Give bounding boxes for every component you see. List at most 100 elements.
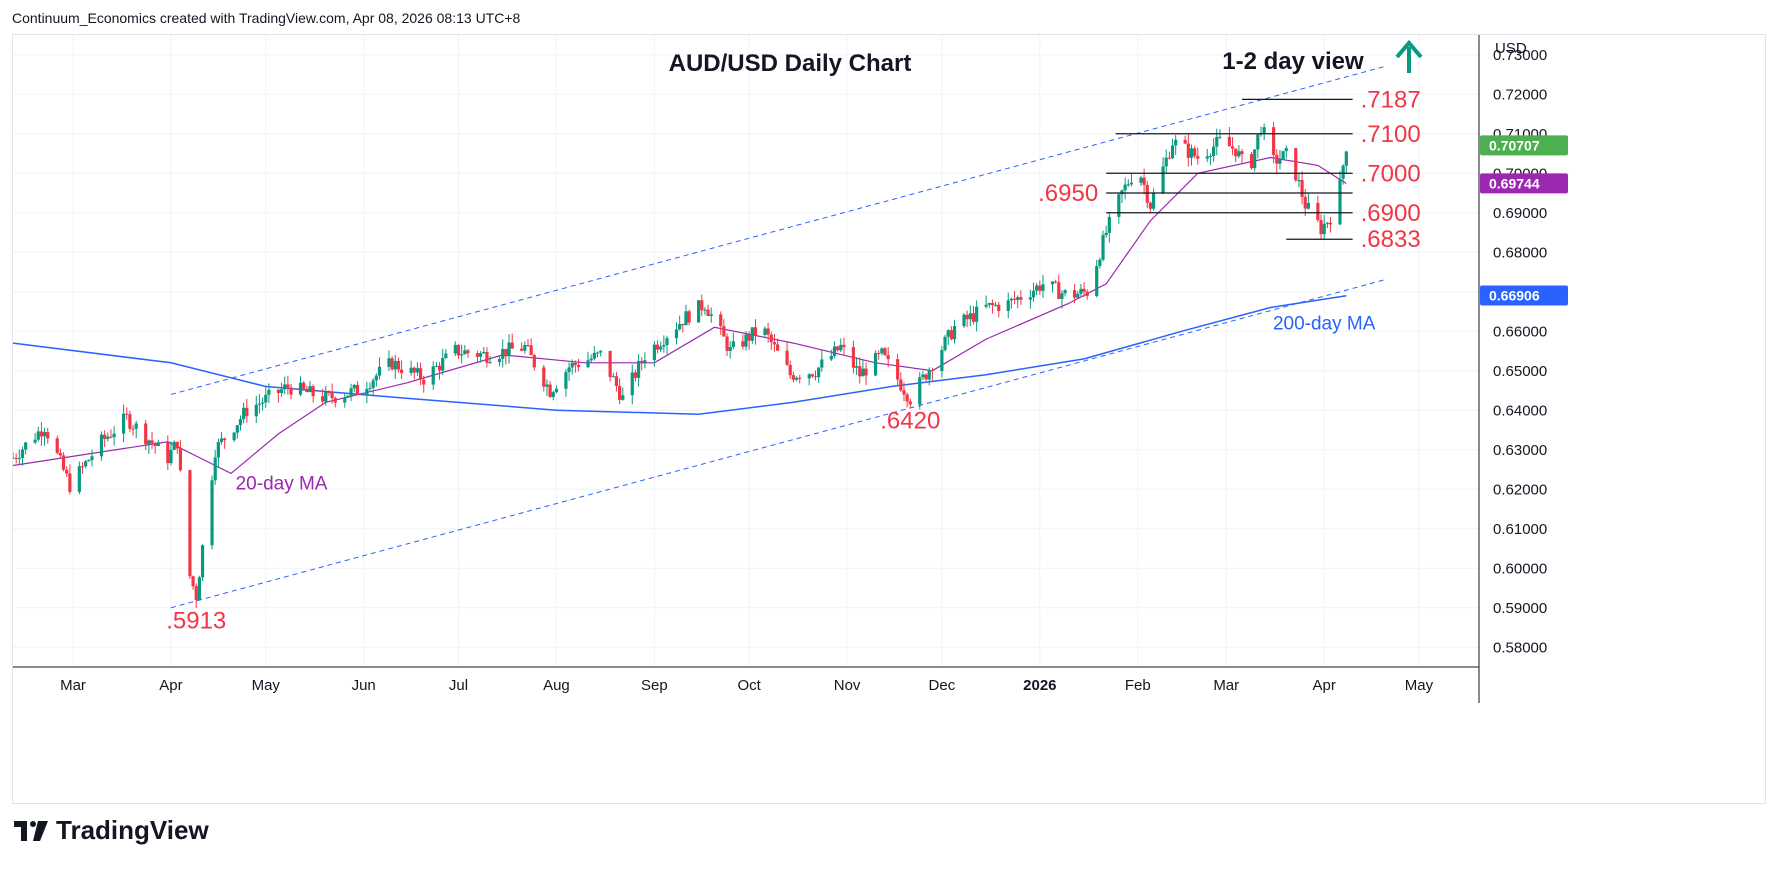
candle-body — [77, 466, 81, 492]
candle-body — [861, 368, 865, 377]
candle-body — [24, 442, 28, 450]
channel-upper-line — [170, 66, 1385, 395]
price-badge-label: 0.70707 — [1489, 137, 1540, 153]
candle-body — [1041, 284, 1045, 291]
candle-body — [1297, 180, 1301, 182]
candle-body — [466, 350, 470, 354]
candle-body — [523, 344, 527, 351]
chart-attribution: Continuum_Economics created with Trading… — [12, 10, 521, 26]
candle-body — [17, 457, 21, 459]
time-axis-tick-label: Mar — [60, 677, 86, 694]
candle-body — [99, 434, 104, 457]
price-axis-tick-label: 0.66000 — [1493, 323, 1547, 340]
candle-body — [368, 387, 372, 389]
candle-body — [621, 395, 625, 400]
candle-body — [387, 358, 391, 367]
candle-body — [134, 423, 138, 429]
candle-body — [1306, 202, 1310, 209]
chart-title: AUD/USD Daily Chart — [669, 50, 912, 77]
candle-body — [200, 545, 205, 578]
candle-body — [365, 388, 369, 395]
candle-body — [330, 392, 334, 399]
candle-body — [946, 330, 950, 337]
candle-body — [817, 367, 821, 378]
candle-body — [1338, 178, 1342, 225]
candle-body — [374, 375, 378, 381]
candle-body — [68, 473, 72, 492]
candle-body — [984, 304, 988, 307]
candle-body — [1139, 177, 1143, 183]
price-axis-tick-label: 0.61000 — [1493, 521, 1547, 538]
candle-body — [794, 377, 799, 380]
time-axis-tick-label: Apr — [1313, 677, 1336, 694]
candle-body — [377, 366, 382, 376]
tradingview-logo-text: TradingView — [56, 815, 209, 845]
candle-body — [156, 442, 160, 446]
candle-body — [1098, 259, 1102, 266]
candle-body — [324, 391, 328, 402]
chart-annotation: .6420 — [880, 407, 940, 434]
candle-body — [1170, 145, 1175, 159]
candle-body — [46, 432, 50, 439]
candle-body — [279, 389, 284, 393]
candle-body — [684, 311, 688, 326]
candle-body — [744, 334, 748, 347]
candle-body — [1031, 290, 1036, 298]
price-axis-tick-label: 0.59000 — [1493, 600, 1547, 617]
candle-body — [971, 313, 976, 322]
tradingview-logo[interactable]: TradingView — [14, 815, 209, 846]
candle-body — [652, 344, 656, 361]
candle-body — [223, 438, 227, 441]
candle-body — [178, 448, 183, 471]
price-axis-tick-label: 0.65000 — [1493, 363, 1547, 380]
candle-body — [975, 306, 979, 322]
candle-body — [1050, 281, 1055, 285]
up-arrow-head — [1395, 39, 1423, 59]
candle-body — [564, 372, 568, 389]
candle-body — [197, 577, 202, 601]
level-label: .6833 — [1361, 226, 1421, 253]
price-axis-tick-label: 0.62000 — [1493, 481, 1547, 498]
candle-body — [962, 314, 966, 327]
chart-annotation: 200-day MA — [1273, 313, 1376, 334]
candle-body — [1240, 151, 1244, 155]
chart-area[interactable]: USD0.730000.720000.710000.700000.690000.… — [12, 34, 1766, 804]
candle-body — [308, 386, 312, 393]
candle-body — [798, 377, 802, 379]
candle-body — [700, 300, 704, 311]
candle-body — [103, 434, 107, 439]
candle-body — [507, 342, 511, 357]
candle-body — [532, 355, 536, 368]
chart-svg[interactable]: USD0.730000.720000.710000.700000.690000.… — [13, 35, 1765, 803]
candle-body — [501, 348, 505, 359]
candle-body — [460, 354, 464, 356]
chart-annotation: .5913 — [166, 608, 226, 635]
candle-body — [1218, 136, 1222, 138]
candle-body — [1186, 143, 1190, 158]
candle-body — [551, 392, 555, 397]
candle-body — [352, 384, 356, 389]
candle-body — [194, 586, 198, 601]
candle-body — [1079, 288, 1083, 294]
candle-body — [412, 367, 416, 373]
candle-body — [554, 388, 559, 393]
candle-body — [854, 366, 859, 368]
candle-body — [1148, 202, 1153, 209]
candle-body — [614, 376, 619, 387]
candle-body — [722, 326, 726, 337]
candle-body — [333, 398, 337, 403]
candle-body — [238, 419, 243, 426]
candle-body — [235, 425, 239, 433]
ma200-line — [13, 294, 1347, 415]
price-axis-tick-label: 0.73000 — [1493, 47, 1547, 64]
candle-body — [908, 401, 912, 405]
candle-body — [147, 440, 151, 445]
candle-body — [851, 347, 856, 368]
candle-body — [655, 344, 660, 350]
candle-body — [640, 360, 644, 363]
candle-body — [191, 576, 195, 587]
candle-body — [763, 328, 767, 335]
candle-body — [750, 327, 754, 341]
candle-body — [1085, 291, 1089, 296]
candle-body — [84, 461, 88, 467]
